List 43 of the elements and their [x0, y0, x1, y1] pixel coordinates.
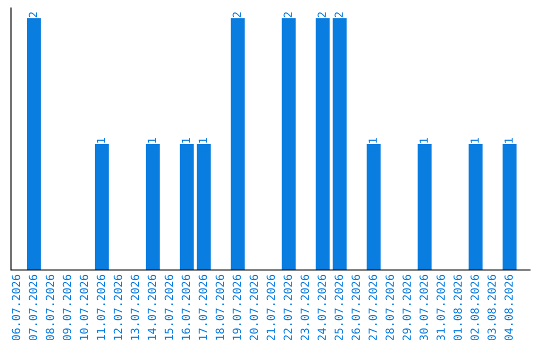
x-tick-label: 30.07.2026 — [420, 274, 428, 340]
x-tick-label: 03.08.2026 — [487, 274, 496, 340]
x-tick-label: 24.07.2026 — [318, 274, 326, 340]
x-tick-label: 11.07.2026 — [96, 274, 106, 340]
x-tick-label: 18.07.2026 — [216, 274, 224, 340]
x-tick-label: 14.07.2026 — [148, 274, 156, 340]
data-label: 1 — [504, 138, 513, 143]
x-tick-label: 19.07.2026 — [232, 274, 242, 340]
x-tick-label: 31.07.2026 — [436, 274, 445, 340]
x-tick-label: 15.07.2026 — [164, 274, 174, 340]
data-label: 2 — [284, 12, 292, 18]
x-tick-label: 10.07.2026 — [80, 274, 88, 340]
x-tick-label: 22.07.2026 — [284, 274, 292, 340]
data-label: 1 — [96, 138, 105, 143]
data-label: 2 — [334, 12, 343, 18]
x-tick-label: 09.07.2026 — [62, 274, 72, 340]
x-tick-label: 20.07.2026 — [250, 274, 258, 340]
x-tick-label: 28.07.2026 — [386, 274, 394, 340]
x-tick-label: 01.08.2026 — [453, 274, 462, 340]
x-tick-label: 07.07.2026 — [28, 274, 38, 340]
x-tick-label: 08.07.2026 — [46, 274, 54, 340]
x-tick-label: 17.07.2026 — [198, 274, 208, 340]
x-tick-label: 26.07.2026 — [352, 274, 360, 340]
data-label: 2 — [28, 12, 38, 18]
data-label: 1 — [182, 138, 190, 143]
x-tick-label: 02.08.2026 — [470, 274, 479, 340]
data-label: 2 — [318, 12, 326, 18]
x-tick-label: 12.07.2026 — [114, 274, 122, 340]
data-label: 1 — [420, 138, 428, 143]
x-tick-label: 25.07.2026 — [334, 274, 343, 340]
x-tick-label: 29.07.2026 — [402, 274, 411, 340]
data-label: 1 — [368, 138, 377, 143]
x-tick-label: 27.07.2026 — [368, 274, 377, 340]
x-tick-label: 06.07.2026 — [12, 274, 20, 340]
x-tick-label: 23.07.2026 — [300, 274, 310, 340]
x-tick-label: 04.08.2026 — [504, 274, 513, 340]
data-label: 1 — [198, 138, 207, 143]
x-tick-label: 16.07.2026 — [182, 274, 190, 340]
data-label: 2 — [232, 12, 241, 18]
x-tick-label: 13.07.2026 — [130, 274, 140, 340]
data-label: 1 — [148, 138, 156, 143]
data-label: 1 — [470, 138, 479, 143]
x-tick-label: 21.07.2026 — [266, 274, 276, 340]
